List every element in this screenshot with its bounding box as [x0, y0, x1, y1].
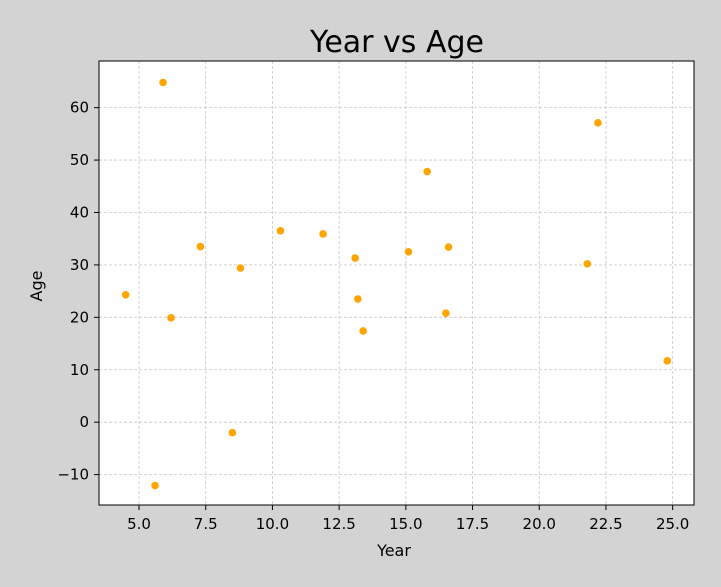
x-tick-label: 20.0 — [523, 515, 556, 533]
plot-frame — [98, 60, 695, 506]
data-point — [663, 357, 672, 365]
y-tick-label: 0 — [79, 413, 89, 431]
y-axis-label: Age — [27, 271, 46, 302]
y-tick-label: 30 — [70, 256, 89, 274]
grid-lines — [99, 61, 694, 505]
data-point — [151, 481, 159, 490]
data-point — [351, 254, 359, 262]
data-point — [276, 227, 285, 235]
y-tick-label: 10 — [70, 361, 89, 379]
data-points — [121, 78, 672, 490]
data-point — [354, 295, 362, 303]
data-point — [167, 314, 175, 322]
data-point — [583, 260, 592, 268]
data-point — [423, 167, 431, 176]
y-tick-label: 60 — [70, 99, 89, 117]
data-point — [228, 428, 237, 437]
data-point — [196, 242, 205, 251]
y-tick-label: −10 — [57, 466, 89, 484]
y-tick-label: 20 — [70, 308, 89, 326]
x-tick-label: 17.5 — [456, 515, 489, 533]
x-tick-label: 5.0 — [127, 515, 151, 533]
x-tick-label: 25.0 — [656, 515, 689, 533]
data-point — [236, 264, 245, 272]
data-point — [159, 78, 167, 87]
data-point — [319, 230, 327, 238]
y-tick-label: 50 — [70, 151, 89, 169]
data-point — [404, 248, 413, 256]
x-tick-label: 7.5 — [194, 515, 218, 533]
x-axis-ticks: 5.0 7.5 10.0 12.5 15.0 17.5 20.0 22.5 25.0 — [127, 505, 689, 533]
x-axis-label: Year — [376, 541, 411, 560]
x-tick-label: 15.0 — [389, 515, 422, 533]
data-point — [121, 290, 130, 299]
data-point — [444, 243, 453, 251]
chart-title: Year vs Age — [309, 25, 484, 60]
x-tick-label: 22.5 — [589, 515, 622, 533]
data-point — [442, 309, 450, 317]
y-axis-ticks: −10 0 10 20 30 40 50 60 — [57, 99, 99, 484]
y-tick-label: 40 — [70, 203, 89, 221]
data-point — [359, 327, 367, 335]
data-point — [594, 119, 602, 127]
plot-area — [99, 61, 694, 505]
x-tick-label: 12.5 — [322, 515, 355, 533]
x-tick-label: 10.0 — [256, 515, 289, 533]
